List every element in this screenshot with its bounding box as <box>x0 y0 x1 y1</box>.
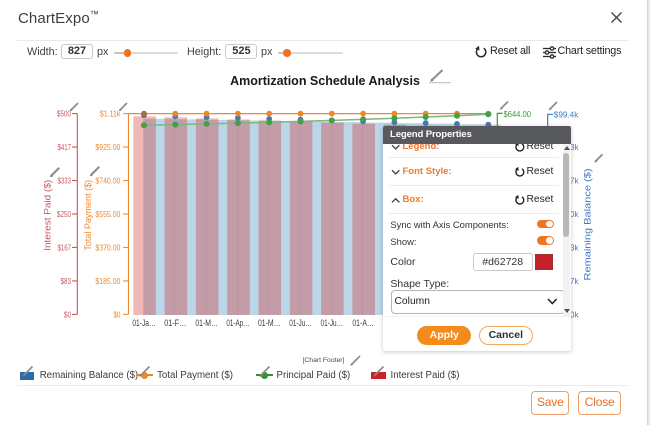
svg-text:Remaining Balance ($): Remaining Balance ($) <box>583 169 593 281</box>
svg-text:$167: $167 <box>58 242 72 252</box>
svg-text:$250: $250 <box>57 209 71 219</box>
svg-text:01-M…: 01-M… <box>258 318 281 328</box>
svg-text:$83: $83 <box>61 276 72 286</box>
svg-text:01-A…: 01-A… <box>352 318 374 328</box>
svg-text:$0: $0 <box>64 309 71 319</box>
svg-text:$0: $0 <box>113 309 120 319</box>
svg-text:$644.00: $644.00 <box>504 109 532 119</box>
svg-text:$417: $417 <box>58 142 72 152</box>
svg-text:$99.4k: $99.4k <box>554 110 579 120</box>
svg-text:01-M…: 01-M… <box>195 318 218 328</box>
svg-text:$925.00: $925.00 <box>95 142 120 152</box>
svg-text:$740.00: $740.00 <box>95 175 120 185</box>
svg-text:01-Ju…: 01-Ju… <box>321 318 344 328</box>
svg-text:01-F…: 01-F… <box>164 318 186 328</box>
svg-text:01-Ju…: 01-Ju… <box>289 318 312 328</box>
svg-text:Total Payment ($): Total Payment ($) <box>83 180 93 251</box>
svg-text:$500: $500 <box>57 109 71 119</box>
svg-text:$370.00: $370.00 <box>95 242 120 252</box>
svg-text:$555.00: $555.00 <box>95 209 120 219</box>
svg-text:01-Ap…: 01-Ap… <box>226 318 249 328</box>
svg-text:$333: $333 <box>58 175 72 185</box>
svg-text:$185.00: $185.00 <box>95 276 120 286</box>
svg-text:$1.11k: $1.11k <box>100 109 121 119</box>
svg-text:01-Ja…: 01-Ja… <box>132 318 155 328</box>
svg-text:Interest Paid ($): Interest Paid ($) <box>42 180 52 251</box>
